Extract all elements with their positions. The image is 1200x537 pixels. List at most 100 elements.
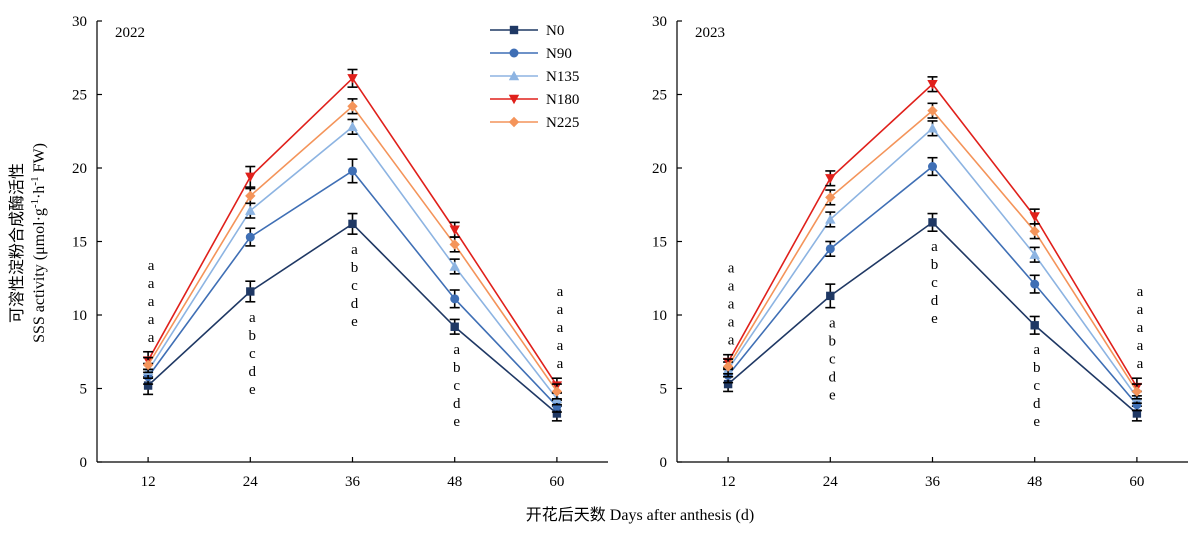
data-point bbox=[1029, 212, 1040, 222]
legend-item-N180: N180 bbox=[490, 92, 579, 108]
series-N0 bbox=[143, 212, 562, 422]
significance-letter: d bbox=[453, 396, 461, 412]
significance-letter: a bbox=[1137, 320, 1144, 336]
data-point bbox=[348, 166, 357, 176]
significance-letter: c bbox=[453, 378, 460, 394]
legend-label: N90 bbox=[546, 46, 572, 62]
significance-letter: a bbox=[148, 294, 155, 310]
y-axis-title-en: SSS activity (μmol·g-1·h-1 FW) bbox=[29, 143, 48, 343]
significance-letter: a bbox=[557, 320, 564, 336]
significance-letter: c bbox=[1033, 378, 1040, 394]
data-point bbox=[825, 214, 836, 224]
data-point bbox=[552, 409, 562, 418]
legend-item-N0: N0 bbox=[490, 23, 564, 39]
significance-letter: b bbox=[249, 328, 257, 344]
significance-letter: a bbox=[1137, 302, 1144, 318]
data-point bbox=[1029, 249, 1040, 259]
significance-letter: d bbox=[931, 293, 939, 309]
data-point bbox=[927, 123, 938, 133]
significance-letter: d bbox=[1033, 396, 1041, 412]
significance-letter: b bbox=[829, 334, 837, 350]
significance-letter: d bbox=[829, 370, 837, 386]
data-point bbox=[245, 232, 255, 242]
data-point bbox=[825, 174, 836, 184]
significance-letter: a bbox=[1033, 342, 1040, 358]
series-N225 bbox=[142, 98, 563, 400]
significance-letter: a bbox=[728, 315, 735, 331]
data-point bbox=[347, 101, 358, 112]
data-point bbox=[347, 121, 358, 132]
legend-marker bbox=[508, 94, 520, 105]
data-point bbox=[1030, 279, 1040, 289]
legend-item-N90: N90 bbox=[490, 46, 572, 62]
legend-marker bbox=[509, 25, 519, 35]
significance-letter: a bbox=[148, 276, 155, 292]
significance-letter: a bbox=[557, 302, 564, 318]
data-point bbox=[928, 218, 937, 227]
data-point bbox=[1030, 321, 1039, 330]
data-point bbox=[449, 261, 460, 271]
significance-letter: a bbox=[829, 316, 836, 332]
legend-label: N0 bbox=[546, 23, 564, 39]
significance-letter: b bbox=[931, 257, 939, 273]
significance-letter: c bbox=[829, 352, 836, 368]
significance-letter: d bbox=[351, 296, 359, 312]
data-point bbox=[450, 294, 460, 304]
y-tick-label: 15 bbox=[72, 235, 87, 251]
legend-item-N135: N135 bbox=[490, 69, 579, 85]
legend-label: N225 bbox=[546, 115, 579, 131]
significance-letter: c bbox=[931, 275, 938, 291]
significance-letter: a bbox=[1137, 284, 1144, 300]
significance-letter: a bbox=[728, 297, 735, 313]
legend-marker bbox=[508, 70, 520, 81]
significance-letter: a bbox=[148, 312, 155, 328]
data-point bbox=[245, 172, 256, 183]
significance-letter: b bbox=[453, 360, 461, 376]
significance-letter: a bbox=[148, 330, 155, 346]
y-tick-label: 0 bbox=[80, 455, 88, 471]
data-point bbox=[927, 80, 938, 90]
significance-letter: d bbox=[249, 364, 257, 380]
data-point bbox=[246, 287, 255, 296]
significance-letter: a bbox=[728, 279, 735, 295]
data-point bbox=[450, 322, 459, 331]
data-point bbox=[551, 386, 563, 397]
significance-letter: e bbox=[1033, 414, 1040, 430]
x-tick-label: 48 bbox=[1027, 474, 1042, 490]
significance-letter: e bbox=[453, 414, 460, 430]
x-tick-label: 24 bbox=[243, 474, 259, 490]
data-point bbox=[1131, 386, 1143, 397]
significance-letter: a bbox=[728, 261, 735, 277]
y-tick-label: 15 bbox=[652, 235, 667, 251]
significance-letter: a bbox=[249, 310, 256, 326]
x-axis-title: 开花后天数 Days after anthesis (d) bbox=[526, 506, 754, 524]
significance-letter: c bbox=[249, 346, 256, 362]
significance-letter: a bbox=[453, 342, 460, 358]
data-point bbox=[825, 192, 836, 203]
panel-year-label: 2022 bbox=[115, 25, 145, 41]
data-point bbox=[143, 381, 153, 390]
data-point bbox=[245, 190, 256, 202]
significance-letter: e bbox=[829, 388, 836, 404]
significance-letter: a bbox=[351, 242, 358, 258]
data-point bbox=[1132, 409, 1142, 418]
data-point bbox=[142, 359, 154, 371]
data-point bbox=[348, 219, 357, 229]
data-point bbox=[826, 291, 835, 301]
legend-marker bbox=[509, 48, 519, 58]
y-tick-label: 20 bbox=[72, 161, 87, 177]
significance-letter: a bbox=[1137, 356, 1144, 372]
significance-letter: c bbox=[351, 278, 358, 294]
significance-letter: b bbox=[351, 260, 359, 276]
x-tick-label: 12 bbox=[141, 474, 156, 490]
x-tick-label: 48 bbox=[447, 474, 462, 490]
data-point bbox=[825, 244, 835, 254]
data-point bbox=[723, 379, 733, 389]
legend-item-N225: N225 bbox=[490, 115, 579, 131]
significance-letter: a bbox=[557, 338, 564, 354]
significance-letter: a bbox=[557, 356, 564, 372]
y-tick-label: 30 bbox=[652, 14, 667, 30]
